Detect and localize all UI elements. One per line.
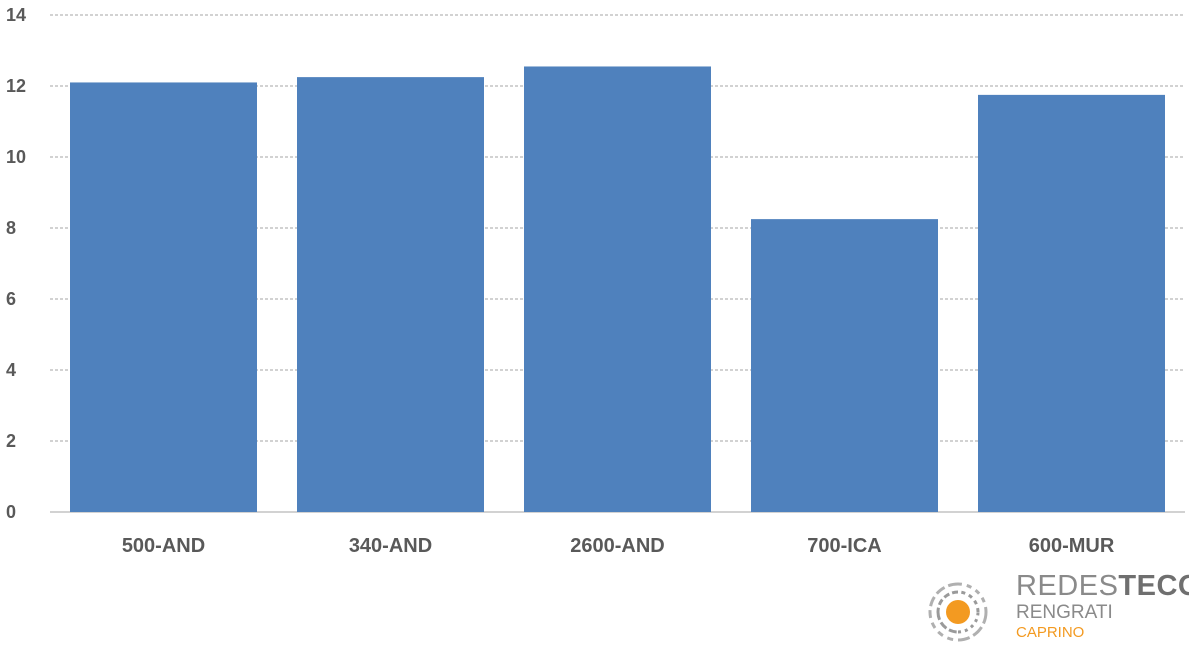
y-tick-label: 6 xyxy=(6,289,16,309)
bar-chart: 0 2 4 6 8 10 12 14 500-AND 340-AND 2600-AND 700-IC… xyxy=(6,5,1185,557)
x-tick-label: 340-AND xyxy=(349,535,432,557)
y-tick-label: 8 xyxy=(6,218,16,238)
x-tick-label: 600-MUR xyxy=(1029,535,1115,557)
x-tick-label: 700-ICA xyxy=(807,535,881,557)
y-tick-label: 10 xyxy=(6,147,26,167)
bar xyxy=(751,219,938,512)
y-tick-label: 12 xyxy=(6,76,26,96)
logo-subtitle: RENGRATI xyxy=(1016,602,1113,623)
logo-brand-light: REDES xyxy=(1016,570,1119,602)
logo-brand: REDESTECO xyxy=(1016,570,1189,603)
bar xyxy=(70,82,257,512)
logo-location: CAPRINO xyxy=(1016,624,1085,641)
x-axis-labels: 500-AND 340-AND 2600-AND 700-ICA 600-MUR xyxy=(122,535,1115,557)
redesteco-logo: REDESTECO RENGRATI CAPRINO xyxy=(912,570,1189,646)
y-tick-label: 0 xyxy=(6,502,16,522)
y-tick-label: 14 xyxy=(6,5,26,25)
y-tick-label: 4 xyxy=(6,360,16,380)
bar xyxy=(524,66,711,512)
y-axis-ticks: 0 2 4 6 8 10 12 14 xyxy=(6,5,26,522)
sun-radial-icon xyxy=(928,582,988,642)
bar xyxy=(297,77,484,512)
y-tick-label: 2 xyxy=(6,431,16,451)
bars xyxy=(70,66,1165,512)
bar xyxy=(978,94,1165,512)
logo-brand-bold: TECO xyxy=(1118,570,1189,602)
x-tick-label: 2600-AND xyxy=(570,535,664,557)
x-tick-label: 500-AND xyxy=(122,535,205,557)
